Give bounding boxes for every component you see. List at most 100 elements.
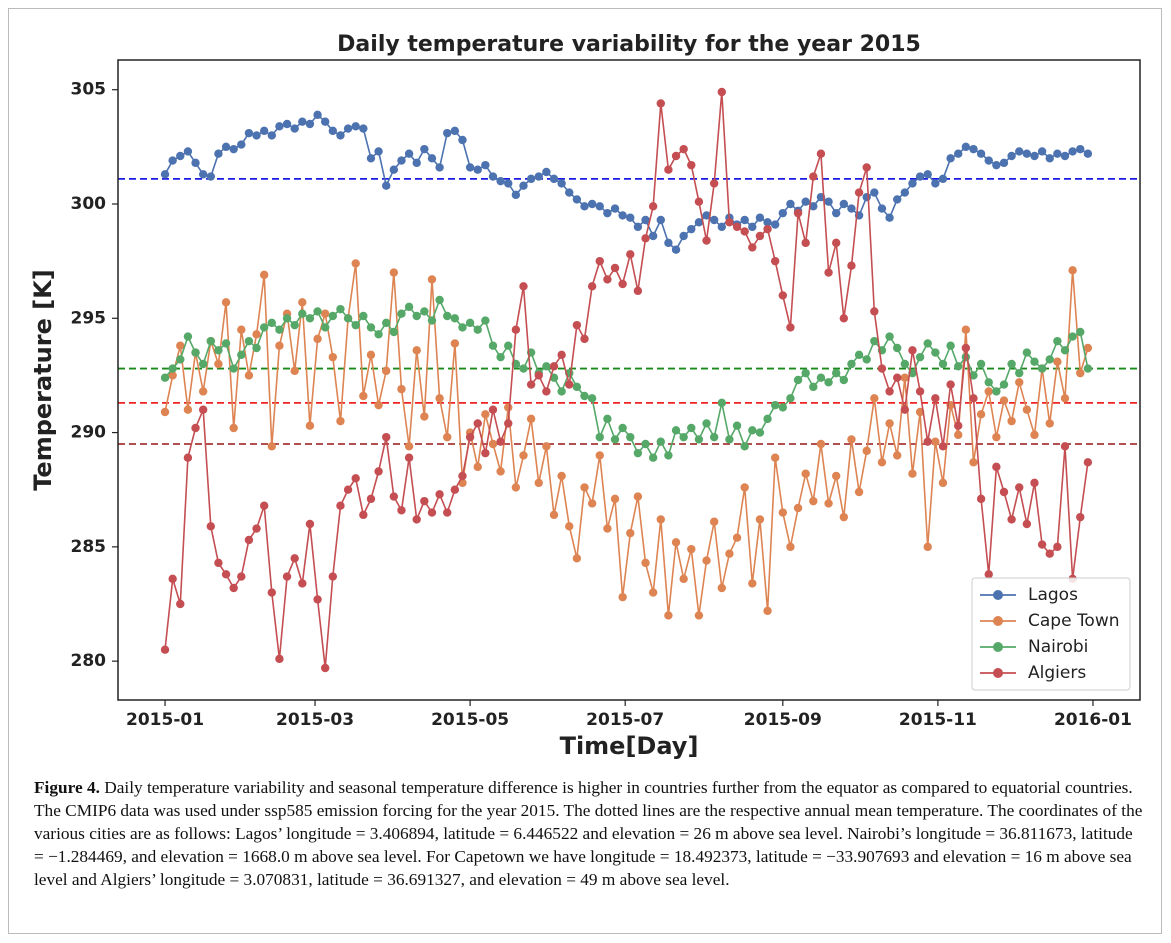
x-tick-label: 2016-01: [1054, 710, 1132, 730]
data-point: [999, 158, 1009, 168]
data-point: [526, 174, 536, 184]
data-point: [656, 437, 665, 446]
y-tick-label: 280: [71, 651, 107, 671]
data-point: [984, 570, 993, 579]
data-point: [641, 558, 650, 568]
data-point: [717, 222, 726, 232]
data-point: [336, 131, 345, 140]
data-point: [908, 179, 917, 188]
data-point: [732, 533, 742, 542]
data-point: [740, 215, 749, 225]
data-point: [755, 428, 765, 437]
data-point: [1015, 147, 1024, 156]
data-point: [976, 494, 986, 504]
data-point: [420, 496, 429, 506]
data-point: [1053, 149, 1062, 158]
data-point: [534, 172, 543, 181]
data-point: [298, 298, 307, 307]
data-point: [633, 492, 643, 501]
data-point: [496, 176, 505, 186]
data-point: [778, 291, 788, 300]
data-point: [557, 387, 566, 396]
data-point: [435, 490, 444, 499]
x-tick-label: 2015-11: [899, 710, 977, 730]
data-point: [252, 330, 261, 339]
data-point: [687, 160, 696, 170]
data-point: [877, 364, 887, 373]
data-point: [885, 213, 894, 222]
data-point: [481, 316, 490, 325]
data-point: [290, 554, 299, 563]
data-point: [557, 179, 566, 188]
data-point: [687, 544, 696, 554]
data-point: [748, 579, 757, 588]
data-point: [694, 435, 704, 444]
data-point: [435, 163, 444, 172]
data-point: [862, 446, 871, 456]
data-point: [862, 163, 871, 172]
data-point: [511, 190, 521, 200]
data-point: [488, 405, 498, 414]
data-point: [671, 538, 681, 547]
data-point: [160, 407, 170, 417]
data-point: [275, 341, 284, 350]
data-point: [847, 204, 856, 213]
data-point: [435, 394, 444, 403]
x-tick-label: 2015-09: [744, 710, 822, 730]
plot-frame: [117, 59, 1141, 701]
data-point: [382, 181, 391, 190]
data-point: [298, 579, 307, 588]
data-point: [793, 208, 803, 218]
data-point: [626, 528, 635, 538]
data-point: [961, 142, 971, 152]
y-tick-label: 290: [71, 423, 107, 443]
data-point: [351, 259, 360, 268]
data-point: [679, 432, 688, 442]
data-point: [679, 574, 688, 584]
y-tick-label: 285: [71, 537, 107, 557]
data-point: [816, 439, 826, 449]
data-point: [443, 508, 452, 517]
data-point: [618, 211, 627, 220]
data-point: [198, 405, 208, 414]
data-point: [1015, 483, 1024, 492]
data-point: [580, 202, 589, 211]
data-point: [847, 435, 856, 444]
data-point: [259, 270, 269, 280]
data-point: [366, 323, 376, 332]
data-point: [168, 364, 177, 373]
data-point: [206, 172, 215, 181]
data-point: [732, 421, 742, 430]
data-point: [519, 364, 528, 373]
data-point: [999, 487, 1009, 497]
data-point: [618, 592, 627, 602]
data-point: [290, 124, 299, 133]
data-point: [1083, 149, 1093, 158]
data-point: [885, 332, 894, 341]
data-point: [1083, 343, 1093, 353]
data-point: [412, 158, 421, 168]
data-point: [893, 343, 902, 353]
data-point: [519, 181, 528, 190]
data-point: [336, 416, 345, 426]
data-point: [992, 387, 1001, 396]
data-point: [511, 483, 521, 492]
data-point: [374, 330, 383, 339]
data-point: [702, 211, 711, 220]
data-point: [633, 222, 643, 232]
data-point: [885, 419, 894, 428]
data-point: [229, 423, 238, 433]
data-point: [931, 394, 940, 403]
data-point: [465, 432, 475, 442]
data-point: [183, 332, 193, 341]
data-point: [244, 535, 254, 545]
data-point: [473, 325, 482, 334]
legend-marker: [993, 616, 1003, 626]
data-point: [496, 467, 505, 476]
caption-text: Daily temperature variability and season…: [34, 778, 1143, 889]
data-point: [595, 256, 604, 266]
data-point: [908, 346, 917, 355]
data-point: [198, 170, 208, 179]
data-point: [244, 371, 254, 380]
data-point: [992, 432, 1001, 442]
